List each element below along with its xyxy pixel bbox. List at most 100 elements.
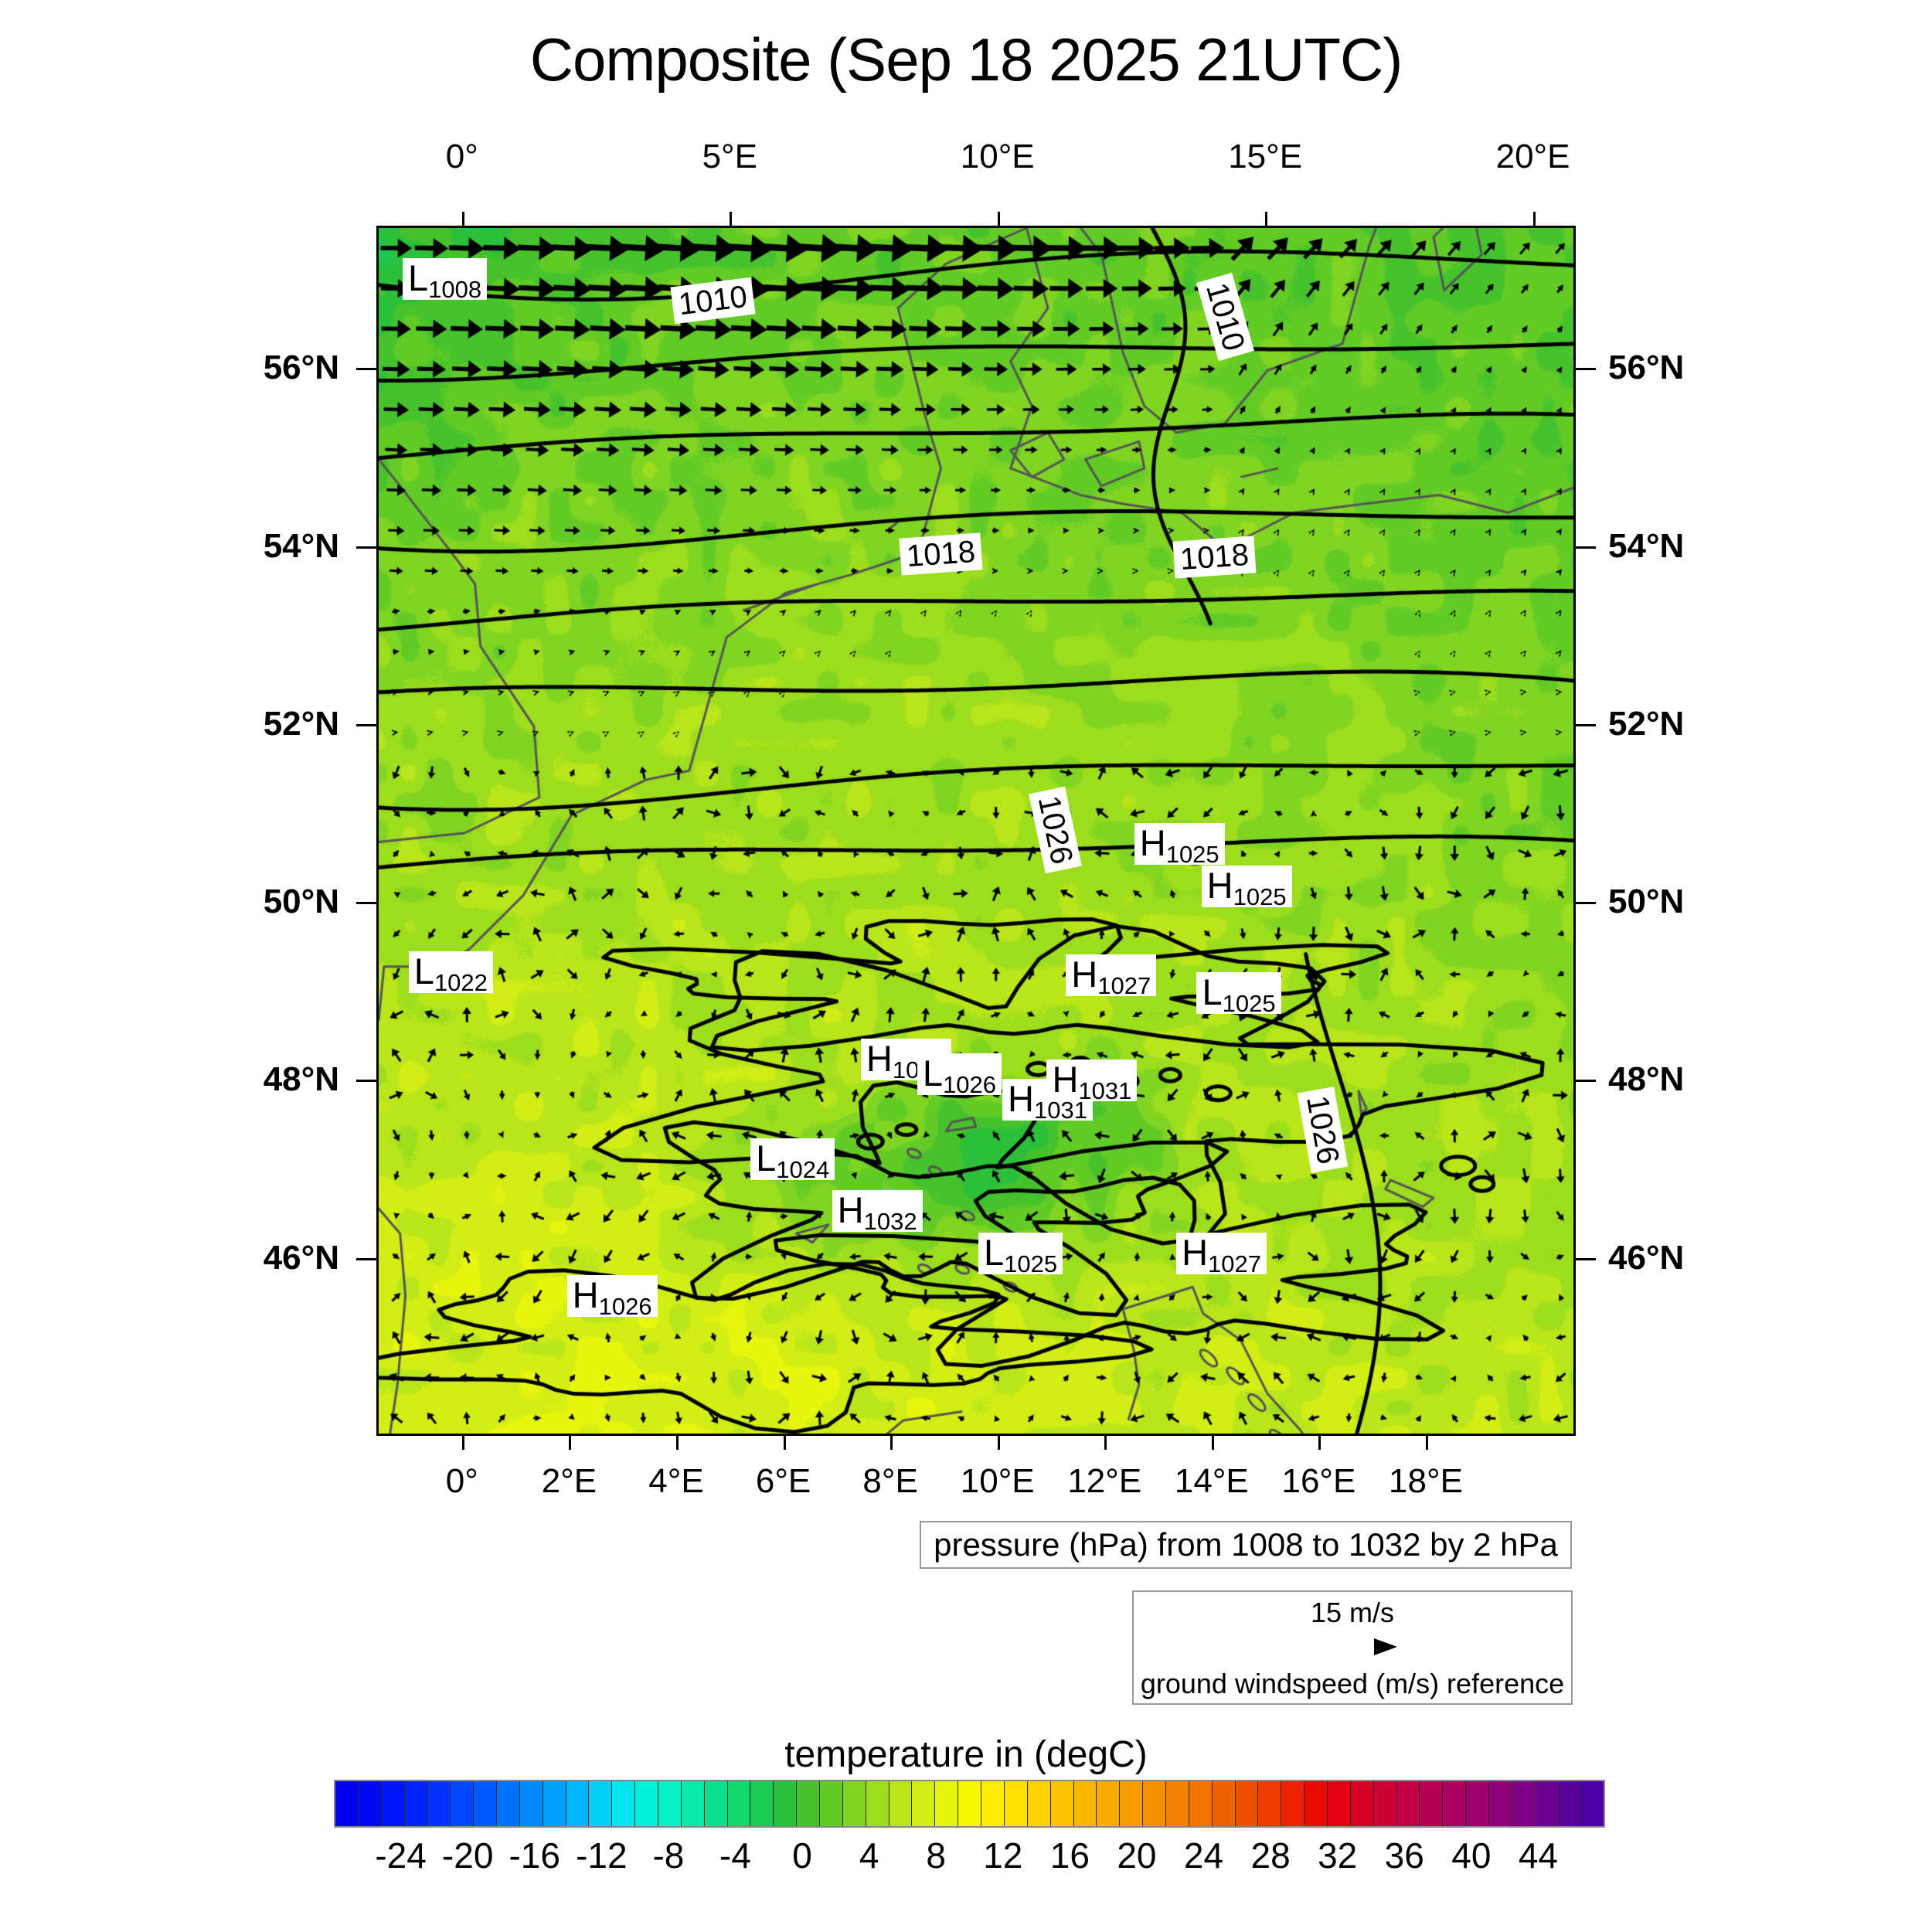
colorbar-cell xyxy=(912,1781,936,1826)
pressure-center-kind: H xyxy=(572,1274,599,1315)
colorbar-tick-label: -24 xyxy=(375,1835,427,1876)
axis-label-top: 0° xyxy=(445,138,478,175)
colorbar-cell xyxy=(774,1781,798,1826)
axis-tick-top xyxy=(730,212,733,226)
colorbar-cell xyxy=(889,1781,913,1826)
axis-label-bottom: 6°E xyxy=(755,1462,811,1500)
pressure-center-label: H1026 xyxy=(566,1274,658,1320)
colorbar-tick-label: 4 xyxy=(859,1835,879,1876)
axis-label-bottom: 14°E xyxy=(1174,1462,1249,1500)
colorbar-cell xyxy=(358,1781,382,1826)
axis-label-bottom: 8°E xyxy=(862,1462,918,1500)
colorbar-cell xyxy=(1535,1781,1559,1826)
colorbar-cell xyxy=(981,1781,1005,1826)
colorbar-tick-label: 32 xyxy=(1318,1835,1358,1876)
pressure-center-kind: L xyxy=(413,951,434,992)
colorbar-cell xyxy=(1120,1781,1144,1826)
pressure-center-label: H1027 xyxy=(1176,1231,1267,1276)
axis-tick-top xyxy=(997,212,1000,226)
colorbar-cell xyxy=(427,1781,451,1826)
axis-tick-right xyxy=(1576,368,1596,371)
colorbar-cell xyxy=(1581,1781,1604,1826)
contour-label: 1018 xyxy=(899,532,983,576)
pressure-center-value: 1032 xyxy=(863,1207,917,1235)
axis-tick-left xyxy=(356,546,376,549)
colorbar-cell xyxy=(1143,1781,1166,1826)
axis-label-left: 56°N xyxy=(263,349,339,387)
pressure-center-value: 1025 xyxy=(1222,990,1276,1018)
colorbar-cell xyxy=(727,1781,751,1826)
pressure-center-value: 1025 xyxy=(1004,1250,1058,1277)
colorbar-cell xyxy=(404,1781,428,1826)
colorbar-cell xyxy=(958,1781,982,1826)
temperature-colorbar[interactable] xyxy=(334,1780,1605,1828)
axis-label-bottom: 2°E xyxy=(541,1462,597,1500)
colorbar-tick-label: -8 xyxy=(652,1835,685,1876)
colorbar-tick-label: -20 xyxy=(441,1835,494,1876)
axis-label-bottom: 16°E xyxy=(1281,1462,1356,1500)
pressure-center-value: 1025 xyxy=(1233,883,1287,911)
colorbar-cell xyxy=(543,1781,566,1826)
colorbar-tick-label: 36 xyxy=(1384,1835,1424,1876)
pressure-center-kind: L xyxy=(1202,971,1223,1013)
axis-label-left: 50°N xyxy=(263,883,339,921)
colorbar-tick-label: 40 xyxy=(1451,1835,1492,1876)
colorbar-tick-label: 24 xyxy=(1183,1835,1224,1876)
pressure-center-value: 1026 xyxy=(598,1292,652,1320)
pressure-center-label: H1032 xyxy=(832,1189,923,1235)
colorbar-cell xyxy=(566,1781,590,1826)
axis-tick-right xyxy=(1576,902,1596,905)
axis-tick-top xyxy=(461,212,464,226)
colorbar-cell xyxy=(681,1781,705,1826)
colorbar-cell xyxy=(1189,1781,1213,1826)
colorbar-cell xyxy=(704,1781,728,1826)
colorbar-tick-label: 8 xyxy=(926,1835,946,1876)
pressure-center-kind: L xyxy=(756,1137,777,1179)
axis-tick-left xyxy=(356,368,376,371)
colorbar-tick-group: -24 -20 -16 -12 -8 -4 0 4 8 12 16 20 24 28 32 36 40 44 xyxy=(334,1835,1605,1881)
colorbar-cell xyxy=(750,1781,774,1826)
weather-map[interactable]: 1010 1010 1018 1018 1026 1026 L1008 L1022 H1025… xyxy=(376,226,1576,1436)
pressure-center-label: H1027 xyxy=(1066,953,1157,999)
colorbar-cell xyxy=(1327,1781,1351,1826)
colorbar-cell xyxy=(1097,1781,1121,1826)
pressure-center-label: L1008 xyxy=(403,257,488,304)
colorbar-cell xyxy=(1073,1781,1097,1826)
wind-reference-caption: ground windspeed (m/s) reference xyxy=(1140,1668,1565,1699)
axis-tick-left xyxy=(356,1257,376,1260)
pressure-center-value: 1022 xyxy=(434,969,488,997)
axis-tick-bottom xyxy=(1426,1436,1428,1450)
colorbar-cell xyxy=(1027,1781,1051,1826)
colorbar-tick-label: -16 xyxy=(509,1835,560,1876)
axis-label-right: 50°N xyxy=(1608,883,1685,921)
colorbar-cell xyxy=(1004,1781,1028,1826)
axis-label-right: 54°N xyxy=(1608,526,1685,565)
axis-tick-bottom xyxy=(1104,1436,1107,1450)
colorbar-cell xyxy=(1165,1781,1189,1826)
pressure-center-label: H1025 xyxy=(1134,823,1225,869)
wind-arrow-icon xyxy=(1306,1634,1399,1664)
colorbar-cell xyxy=(1212,1781,1236,1826)
pressure-center-value: 1025 xyxy=(1165,841,1219,869)
colorbar-cell xyxy=(1558,1781,1582,1826)
pressure-center-kind: L xyxy=(984,1231,1005,1273)
pressure-center-kind: H xyxy=(1008,1077,1034,1119)
axis-tick-bottom xyxy=(783,1436,786,1450)
pressure-center-kind: L xyxy=(922,1053,943,1094)
axis-tick-right xyxy=(1576,1257,1596,1260)
colorbar-cell xyxy=(866,1781,889,1826)
axis-label-bottom: 0° xyxy=(445,1462,478,1500)
pressure-center-kind: L xyxy=(408,257,429,299)
pressure-center-kind: H xyxy=(1071,953,1098,995)
pressure-center-value: 1027 xyxy=(1097,971,1151,999)
pressure-center-kind: H xyxy=(1182,1231,1209,1273)
pressure-center-kind: H xyxy=(1206,865,1233,906)
pressure-center-label: L1025 xyxy=(1196,971,1281,1018)
axis-label-top: 20°E xyxy=(1495,138,1570,175)
colorbar-cell xyxy=(1488,1781,1512,1826)
pressure-center-value: 1008 xyxy=(428,276,482,304)
pressure-center-value: 1031 xyxy=(1078,1077,1132,1104)
pressure-center-label: L1022 xyxy=(408,951,493,997)
colorbar-tick-label: 28 xyxy=(1250,1835,1291,1876)
axis-label-left: 52°N xyxy=(263,704,339,743)
